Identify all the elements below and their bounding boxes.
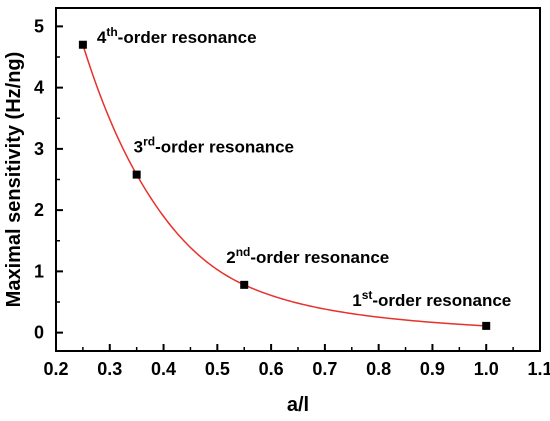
x-tick-label: 0.8 [366,359,391,379]
y-tick-label: 3 [34,139,44,159]
fit-curve-layer [82,44,487,327]
ticks-layer: 0.2 0.3 0.4 0.5 0.6 0.7 0.8 0.9 1.0 1.1 0 1 2 3 4 5 [34,16,550,379]
x-tick-label: 0.4 [151,359,176,379]
resonance-annotation: 4th-order resonance [97,25,257,47]
annotation-order-number: 2 [226,248,235,267]
resonance-annotation: 2nd-order resonance [226,245,389,267]
y-tick-label: 5 [34,16,44,36]
x-tick-label: 0.5 [205,359,230,379]
resonance-annotation: 3rd-order resonance [134,135,294,157]
y-axis-title: Maximal sensitivity (Hz/ng) [3,52,25,308]
x-tick-label: 0.7 [312,359,337,379]
annotation-text: -order resonance [118,28,257,47]
y-tick-label: 4 [34,78,44,98]
x-tick-label: 0.3 [97,359,122,379]
data-point-marker [132,170,141,179]
fit-curve [82,44,487,327]
annotation-order-number: 1 [352,291,361,310]
data-point-marker [482,321,491,330]
x-axis-title: a/l [287,394,309,416]
annotation-ordinal-suffix: st [362,288,373,302]
annotation-ordinal-suffix: nd [236,245,251,259]
annotation-text: -order resonance [372,291,511,310]
x-tick-label: 1.0 [474,359,499,379]
annotation-text: -order resonance [155,138,294,157]
data-point-marker [78,40,87,49]
y-tick-label: 2 [34,200,44,220]
annotation-text: -order resonance [250,248,389,267]
plot-frame [55,7,541,352]
annotation-order-number: 3 [134,138,143,157]
data-point-marker [240,280,249,289]
annotation-ordinal-suffix: rd [143,135,155,149]
annotation-ordinal-suffix: th [106,25,117,39]
x-tick-label: 0.2 [43,359,68,379]
resonance-annotation: 1st-order resonance [352,288,511,310]
x-tick-label: 0.9 [420,359,445,379]
annotation-order-number: 4 [97,28,107,47]
x-tick-label: 1.1 [527,359,550,379]
x-tick-label: 0.6 [259,359,284,379]
y-tick-label: 1 [34,261,44,281]
y-tick-label: 0 [34,323,44,343]
